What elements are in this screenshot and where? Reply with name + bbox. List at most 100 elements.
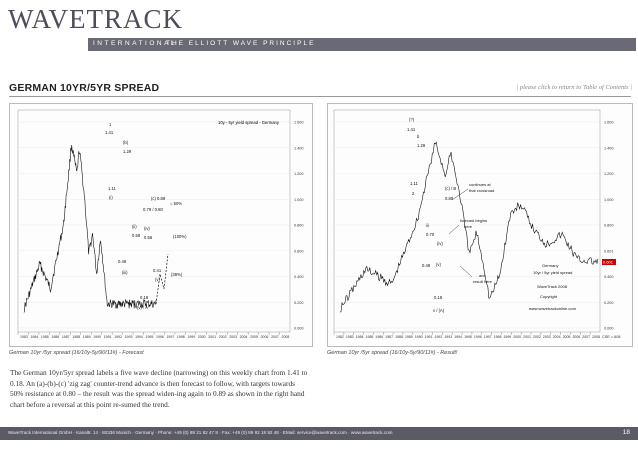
wave-label: (38%) [171,272,183,277]
x-tick-label: 2005 [250,335,258,339]
last-value-label: 0.601 [603,260,614,265]
y-tick-label: 1.000 [294,198,304,202]
info-line: www.wavetrackonline.com [529,306,577,311]
wave-label: 0.70 [426,232,435,237]
x-tick-label: 1993 [125,335,133,339]
wave-label: b [417,134,420,139]
forecast-chart: 1.600 1.400 1.200 1.000 0.800 0.600 0.400 0.200… [9,103,313,347]
x-tick-label: 2004 [553,335,561,339]
annotation-arrow [451,188,469,201]
x-tick-label: 1992 [435,335,443,339]
x-tick-label: 1994 [135,335,143,339]
x-tick-label: 1991 [425,335,433,339]
y-axis-ticks: 1.600 1.400 1.200 1.000 0.800 0.601 0.400 0.200… [604,121,614,331]
y-axis-ticks: 1.600 1.400 1.200 1.000 0.800 0.600 0.400 0.200… [294,121,304,331]
header-tagline: THE ELLIOTT WAVE PRINCIPLE [166,40,316,47]
wave-label: 0.18 [434,295,443,300]
toc-link[interactable]: | please click to return to Table of Con… [516,84,632,91]
x-tick-label: 2001 [208,335,216,339]
wave-label: v / (A) [433,308,445,313]
wave-label: (c) [151,196,156,201]
forecast-path [155,253,169,305]
x-tick-label: 1984 [356,335,364,339]
wave-label: (v) [436,262,441,267]
plot-frame [17,109,291,333]
wave-label: (b) [123,140,129,145]
y-tick-label: 1.600 [604,121,614,125]
x-tick-label: 2007 [271,335,279,339]
result-chart-svg: 1.600 1.400 1.200 1.000 0.800 0.601 0.400 0.200… [333,109,620,339]
y-tick-label: 0.000 [604,327,614,331]
y-tick-label: 0.200 [604,301,614,305]
x-tick-label: 1992 [114,335,122,339]
x-tick-label: 1991 [104,335,112,339]
wave-labels: (?) 1.41 b 1.29 1.11 2 (c) / B 0.89 iii … [407,117,456,313]
page-number: 18 [622,429,630,436]
wave-label: (v) [155,277,160,282]
y-tick-label: 0.400 [604,275,614,279]
x-tick-label: 2007 [582,335,590,339]
x-tick-label: 1983 [346,335,354,339]
x-tick-label: 1985 [41,335,49,339]
x-tick-label: 2002 [219,335,227,339]
price-series [339,141,599,313]
wavetrack-logo: WAVETRACK [8,4,184,34]
forecast-chart-svg: 1.600 1.400 1.200 1.000 0.800 0.600 0.400 0.200… [17,109,304,339]
x-tick-label: 1988 [72,335,80,339]
y-tick-label: 0.601 [604,249,614,253]
x-tick-label: 2003 [543,335,551,339]
wave-label: (?) [409,117,415,122]
info-line: Germany [542,263,558,268]
x-tick-label: 1987 [385,335,393,339]
x-tick-label: 1997 [484,335,492,339]
x-tick-label: 1983 [20,335,28,339]
result-chart-caption: German 10yr /5yr spread (16/10y-5y/90/11… [327,350,458,356]
wave-label: 0.49 [422,263,431,268]
wave-label: (ii) [132,224,137,229]
wave-label: 0.41 [153,268,162,273]
y-tick-label: 0.600 [294,249,304,253]
forecast-chart-caption: German 10yr /5yr spread (16/10y-5y/90/11… [9,350,144,356]
x-tick-label: 1989 [83,335,91,339]
header-bar [88,38,636,51]
corner-label: CSE = 608 [602,335,620,339]
x-tick-label: 1996 [474,335,482,339]
x-tick-label: 1990 [93,335,101,339]
wave-label: 0.56 [144,235,153,240]
y-tick-label: 1.200 [294,172,304,176]
title-divider [9,96,631,97]
wave-label: 0.89 [157,196,166,201]
wave-label: (i) [109,195,113,200]
wave-label: iii [426,223,429,228]
y-tick-label: 1.400 [604,146,614,150]
info-line: Copyright [540,294,558,299]
result-chart: 1.600 1.400 1.200 1.000 0.800 0.601 0.400 0.200… [327,103,633,347]
x-tick-label: 2005 [563,335,571,339]
y-tick-label: 0.200 [294,301,304,305]
footer-contact: WaveTrack International GmbH · Kanaltr. … [8,430,393,435]
price-series [23,144,157,313]
wave-label: 1.29 [417,143,426,148]
info-box: Germany 10yr / 5yr yield spread WaveTrac… [529,263,577,311]
wave-label: (c) / B [445,186,456,191]
x-tick-label: 2006 [572,335,580,339]
x-tick-label: 1994 [454,335,462,339]
x-tick-label: 1982 [336,335,344,339]
y-tick-label: 1.400 [294,146,304,150]
wave-label: 0.89 [445,196,454,201]
x-axis-ticks: 1983 1984 1985 1986 1987 1988 1989 1990 1991 1992… [17,332,289,339]
wave-label: 0.58 [132,233,141,238]
x-tick-label: 1996 [156,335,164,339]
wave-label: 1.11 [108,186,117,191]
annotation: continues at [469,182,491,187]
x-tick-label: 1986 [51,335,59,339]
wave-label: (iv) [144,226,150,231]
x-tick-label: 1990 [415,335,423,339]
x-tick-label: 2003 [229,335,237,339]
x-tick-label: 1987 [62,335,70,339]
x-tick-label: 1997 [166,335,174,339]
y-tick-label: 0.400 [294,275,304,279]
x-tick-label: 2008 [592,335,600,339]
page-title: GERMAN 10YR/5YR SPREAD [9,82,160,94]
annotation: and [479,273,486,278]
